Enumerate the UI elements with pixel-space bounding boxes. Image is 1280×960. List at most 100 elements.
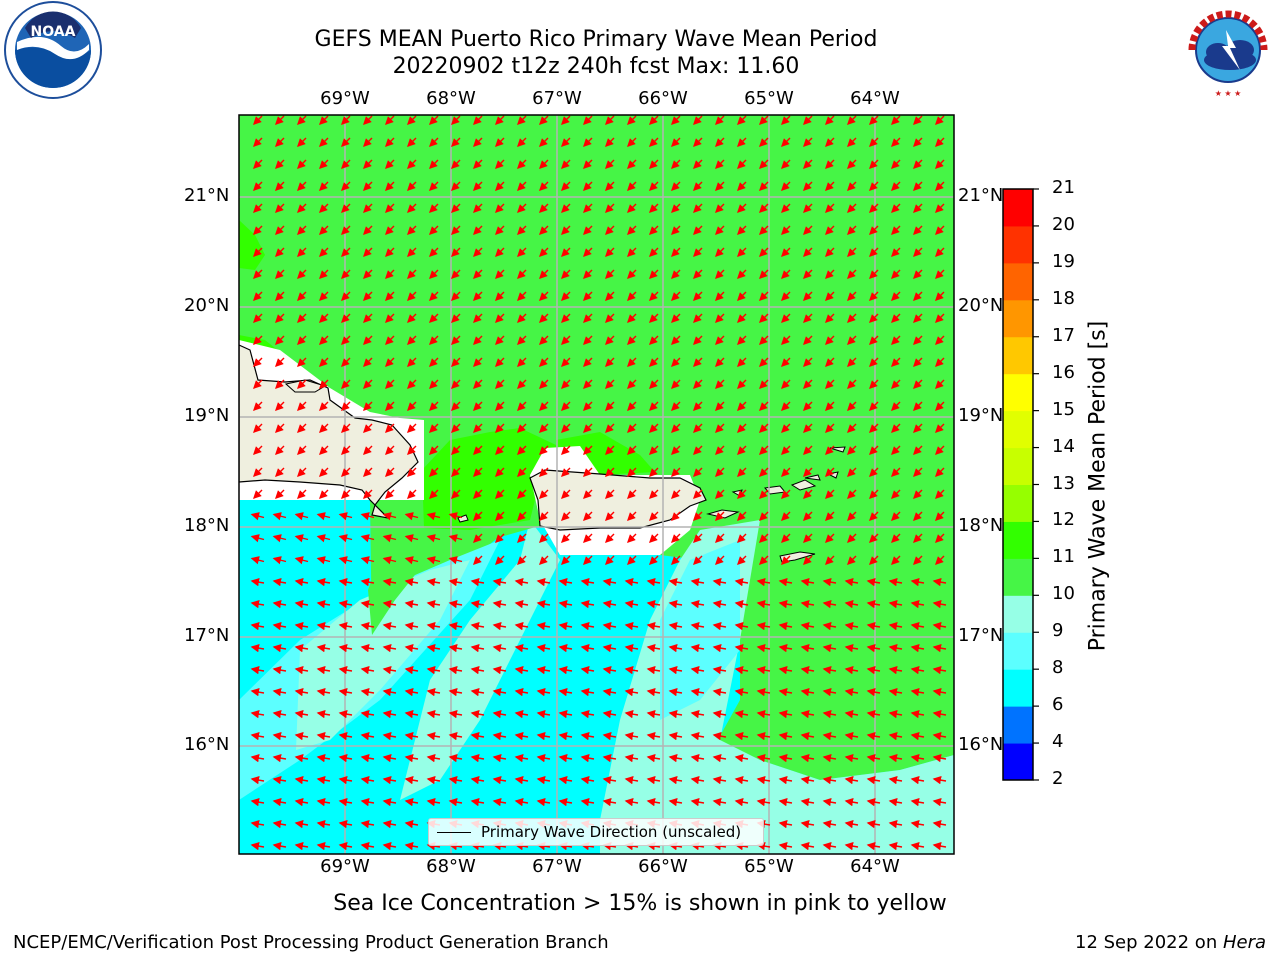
wave-arrow xyxy=(844,754,859,763)
wave-arrow xyxy=(847,445,857,455)
colorbar-segment xyxy=(1003,558,1033,596)
wave-arrow xyxy=(492,710,507,719)
wave-arrow xyxy=(448,622,463,631)
wave-arrow xyxy=(759,247,769,257)
wave-arrow xyxy=(690,622,705,631)
wave-arrow xyxy=(426,798,441,807)
wave-arrow xyxy=(888,776,903,785)
wave-arrow xyxy=(250,578,265,587)
wave-arrow xyxy=(316,622,331,631)
wave-arrow xyxy=(363,357,373,367)
wave-arrow xyxy=(514,710,529,719)
wave-arrow xyxy=(250,820,265,829)
wave-arrow xyxy=(382,842,397,851)
wave-arrow xyxy=(891,489,901,499)
wave-arrow xyxy=(627,533,637,543)
lat-label-left: 16°N xyxy=(184,734,230,755)
colorbar-segment xyxy=(1003,521,1033,559)
wave-arrow xyxy=(910,820,925,829)
wave-arrow xyxy=(847,555,857,565)
wave-arrow xyxy=(649,401,659,411)
wave-arrow xyxy=(338,688,353,697)
wave-arrow xyxy=(627,247,637,257)
wave-arrow xyxy=(495,467,505,477)
wave-arrow xyxy=(429,401,439,411)
wave-arrow xyxy=(715,423,725,433)
wave-arrow xyxy=(297,203,307,213)
colorbar-segment xyxy=(1003,743,1033,781)
wave-arrow xyxy=(473,203,483,213)
wave-arrow xyxy=(536,776,551,785)
wave-arrow xyxy=(668,710,683,719)
wave-arrow xyxy=(759,115,769,125)
wave-arrow xyxy=(869,181,879,191)
wave-arrow xyxy=(517,533,527,543)
map-frame xyxy=(238,114,955,855)
wave-arrow xyxy=(561,467,571,477)
wave-arrow xyxy=(451,137,461,147)
wave-arrow xyxy=(759,379,769,389)
wave-arrow xyxy=(363,423,373,433)
wave-arrow xyxy=(913,445,923,455)
wave-arrow xyxy=(495,489,505,499)
wave-arrow xyxy=(624,754,639,763)
wave-arrow xyxy=(693,313,703,323)
wave-arrow xyxy=(781,115,791,125)
wave-arrow xyxy=(297,379,307,389)
wave-arrow xyxy=(781,225,791,235)
wave-arrow xyxy=(627,335,637,345)
wave-arrow xyxy=(605,225,615,235)
wave-arrow xyxy=(517,313,527,323)
wave-arrow xyxy=(558,688,573,697)
wave-arrow xyxy=(341,467,351,477)
wave-arrow xyxy=(605,313,615,323)
wave-arrow xyxy=(583,291,593,301)
wave-arrow xyxy=(253,269,263,279)
wave-arrow xyxy=(407,401,417,411)
wave-arrow xyxy=(605,137,615,147)
wave-arrow xyxy=(866,732,881,741)
wave-arrow xyxy=(561,379,571,389)
wave-arrow xyxy=(275,181,285,191)
wave-arrow xyxy=(517,335,527,345)
wave-arrow xyxy=(583,401,593,411)
wave-arrow xyxy=(803,445,813,455)
wave-arrow xyxy=(715,225,725,235)
wave-arrow xyxy=(627,115,637,125)
wave-arrow xyxy=(404,512,419,521)
wave-arrow xyxy=(451,401,461,411)
wave-arrow xyxy=(429,269,439,279)
wave-arrow xyxy=(495,291,505,301)
wave-arrow xyxy=(800,798,815,807)
colorbar-segment xyxy=(1003,336,1033,375)
wave-arrow xyxy=(316,600,331,609)
wave-arrow xyxy=(451,181,461,191)
wave-arrow xyxy=(539,511,549,521)
colorbar-segment xyxy=(1003,484,1033,522)
wave-arrow xyxy=(737,335,747,345)
wave-arrow xyxy=(649,511,659,521)
wave-arrow xyxy=(451,379,461,389)
wave-arrow xyxy=(803,269,813,279)
wave-arrow xyxy=(517,401,527,411)
lon-label-top: 67°W xyxy=(532,88,582,109)
wave-arrow xyxy=(429,357,439,367)
wave-arrow xyxy=(426,622,441,631)
wave-arrow xyxy=(781,511,791,521)
wave-arrow xyxy=(583,533,593,543)
wave-arrow xyxy=(671,181,681,191)
wave-arrow xyxy=(407,137,417,147)
wave-arrow xyxy=(407,313,417,323)
wave-arrow xyxy=(822,600,837,609)
wave-arrow xyxy=(404,622,419,631)
wave-arrow xyxy=(778,842,793,851)
wave-arrow xyxy=(473,357,483,367)
wave-arrow xyxy=(737,489,747,499)
wave-arrow xyxy=(690,666,705,675)
wave-arrow xyxy=(341,335,351,345)
wave-arrow xyxy=(756,732,771,741)
wave-arrow xyxy=(737,115,747,125)
wave-arrow xyxy=(910,798,925,807)
wave-arrow xyxy=(426,644,441,653)
wave-arrow xyxy=(602,754,617,763)
